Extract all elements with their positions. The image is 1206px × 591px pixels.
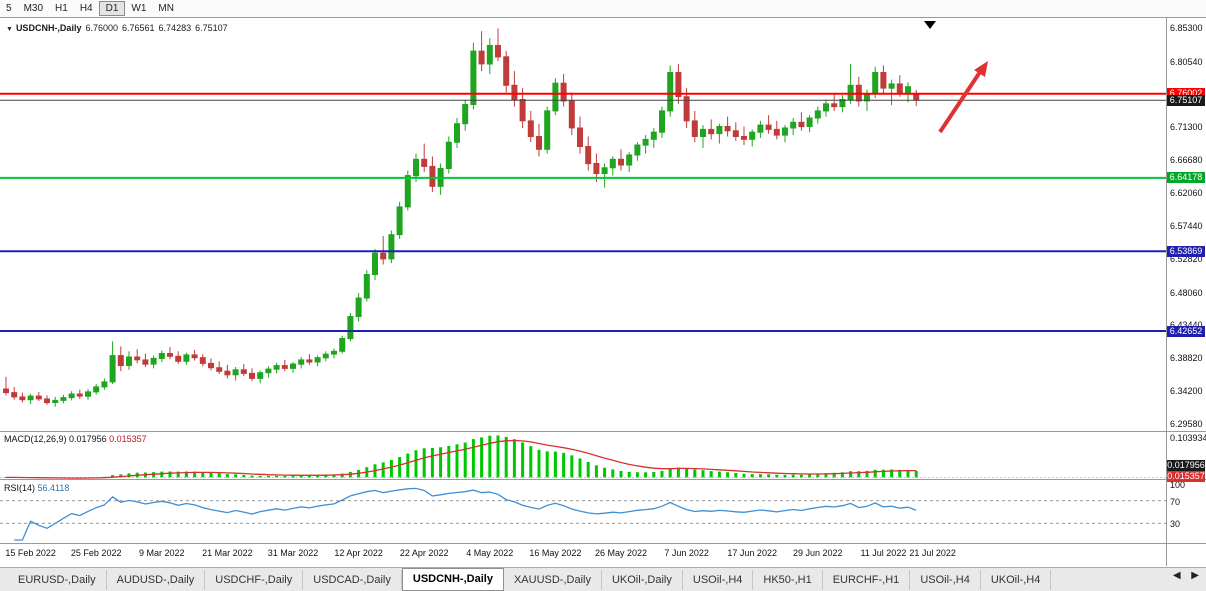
rsi-label: RSI(14) 56.4118 — [4, 483, 69, 493]
time-axis-label: 17 Jun 2022 — [727, 548, 777, 558]
price-axis-label: 6.29580 — [1170, 419, 1203, 430]
pane-separator-rsi[interactable] — [0, 479, 1206, 480]
tab-scroll-left-button[interactable]: ◀ — [1172, 570, 1181, 581]
tab-ukoil-h4[interactable]: UKOil-,H4 — [981, 569, 1052, 590]
tab-hk50-h1[interactable]: HK50-,H1 — [753, 569, 823, 590]
macd-value-main: 0.017956 — [69, 434, 107, 444]
time-axis-label: 12 Apr 2022 — [334, 548, 383, 558]
rsi-line — [14, 487, 917, 541]
price-axis-label: 6.85300 — [1170, 22, 1203, 33]
macd-value-signal: 0.015357 — [109, 434, 147, 444]
rsi-axis-label: 30 — [1170, 519, 1181, 530]
trend-arrow[interactable] — [938, 61, 988, 134]
rsi-canvas[interactable] — [0, 480, 1166, 543]
time-axis-label: 16 May 2022 — [529, 548, 582, 558]
price-axis-separator — [1166, 17, 1167, 566]
price-axis-label: 6.52820 — [1170, 253, 1203, 264]
main-chart-canvas[interactable] — [0, 17, 1166, 431]
price-axis-label: 6.38820 — [1170, 353, 1203, 364]
chart-title: ▼ USDCNH-,Daily 6.76000 6.76561 6.74283 6.751… — [6, 23, 228, 33]
macd-main-badge: 0.017956 — [1167, 459, 1205, 471]
ohlc-low: 6.74283 — [158, 23, 192, 33]
time-axis-label: 9 Mar 2022 — [139, 548, 185, 558]
price-badge-6.75107: 6.75107 — [1167, 94, 1205, 106]
price-axis-label: 6.62060 — [1170, 187, 1203, 198]
tab-usoil-h4[interactable]: USOil-,H4 — [910, 569, 981, 590]
rsi-axis-label: 70 — [1170, 496, 1181, 507]
timeframe-toolbar: 5 M30 H1 H4 D1 W1 MN — [0, 0, 1206, 18]
rsi-value: 56.4118 — [37, 483, 70, 493]
time-axis-label: 15 Feb 2022 — [5, 548, 56, 558]
macd-canvas[interactable] — [0, 432, 1166, 479]
tab-usdchf-daily[interactable]: USDCHF-,Daily — [205, 569, 304, 590]
tab-usdcad-daily[interactable]: USDCAD-,Daily — [303, 569, 402, 590]
time-axis-label: 4 May 2022 — [466, 548, 514, 558]
rsi-axis-label: 100 — [1170, 480, 1186, 490]
timeframe-button-5[interactable]: 5 — [6, 3, 12, 14]
ohlc-close: 6.75107 — [195, 23, 228, 33]
tab-eurchf-h1[interactable]: EURCHF-,H1 — [823, 569, 911, 590]
time-axis-label: 26 May 2022 — [594, 548, 648, 558]
symbol-period-label: USDCNH-,Daily — [15, 23, 82, 33]
timeframe-button-d1[interactable]: D1 — [98, 1, 126, 16]
time-axis-label: 21 Mar 2022 — [202, 548, 253, 558]
price-axis-label: 6.34200 — [1170, 386, 1203, 397]
time-axis-label: 29 Jun 2022 — [793, 548, 843, 558]
price-badge-6.42652: 6.42652 — [1167, 325, 1205, 337]
time-axis-label: 11 Jul 2022 — [860, 548, 907, 558]
timeframe-button-h1[interactable]: H1 — [55, 3, 68, 14]
tab-nav: ◀ ▶ — [1169, 570, 1203, 581]
chart-shift-marker-icon[interactable] — [924, 21, 936, 29]
candlestick-series — [3, 28, 920, 407]
macd-label: MACD(12,26,9) 0.017956 0.015357 — [4, 434, 147, 444]
time-axis-label: 25 Feb 2022 — [70, 548, 122, 558]
price-badge-6.76002: 6.76002 — [1167, 88, 1205, 100]
price-axis-label: 6.57440 — [1170, 220, 1203, 231]
tab-usdcnh-daily[interactable]: USDCNH-,Daily — [401, 568, 504, 591]
time-axis-label: 21 Jul 2022 — [909, 548, 956, 558]
pane-separator-timeaxis — [0, 543, 1206, 544]
price-axis-label: 6.71300 — [1170, 122, 1203, 133]
timeframe-button-mn[interactable]: MN — [158, 3, 174, 14]
timeframe-button-h4[interactable]: H4 — [79, 3, 93, 14]
time-axis-label: 7 Jun 2022 — [664, 548, 709, 558]
tab-xauusd-daily[interactable]: XAUUSD-,Daily — [504, 569, 602, 590]
price-axis-label: 6.66680 — [1170, 155, 1203, 166]
one-click-trading-icon[interactable]: ▼ — [6, 26, 13, 33]
price-axis-label: 6.80540 — [1170, 56, 1203, 67]
timeframe-buttons: 5 M30 H1 H4 D1 W1 MN — [0, 1, 180, 16]
pane-separator-macd[interactable] — [0, 431, 1206, 432]
price-axis-label: 6.43440 — [1170, 320, 1203, 330]
macd-signal-badge: 0.015357 — [1167, 470, 1205, 482]
price-badge-6.64178: 6.64178 — [1167, 172, 1205, 184]
rsi-name: RSI(14) — [4, 483, 36, 493]
timeframe-button-m30[interactable]: M30 — [23, 3, 44, 14]
tab-eurusd-daily[interactable]: EURUSD-,Daily — [8, 569, 107, 590]
ohlc-open: 6.76000 — [85, 23, 118, 33]
macd-name: MACD(12,26,9) — [4, 434, 67, 444]
macd-signal-line — [6, 439, 917, 479]
price-axis-label: 6.48060 — [1170, 287, 1203, 298]
macd-axis-max-label: 0.103934 — [1170, 433, 1206, 443]
time-axis-label: 22 Apr 2022 — [399, 548, 449, 558]
time-axis-label: 31 Mar 2022 — [267, 548, 319, 558]
tab-usoil-h4[interactable]: USOil-,H4 — [683, 569, 754, 590]
symbol-tabbar: EURUSD-,Daily AUDUSD-,Daily USDCHF-,Daily U… — [0, 567, 1206, 591]
tab-ukoil-daily[interactable]: UKOil-,Daily — [602, 569, 683, 590]
timeframe-button-w1[interactable]: W1 — [131, 3, 147, 14]
tab-scroll-right-button[interactable]: ▶ — [1191, 570, 1199, 581]
price-badge-6.53869: 6.53869 — [1167, 245, 1205, 257]
tab-audusd-daily[interactable]: AUDUSD-,Daily — [107, 569, 206, 590]
ohlc-high: 6.76561 — [122, 23, 155, 33]
